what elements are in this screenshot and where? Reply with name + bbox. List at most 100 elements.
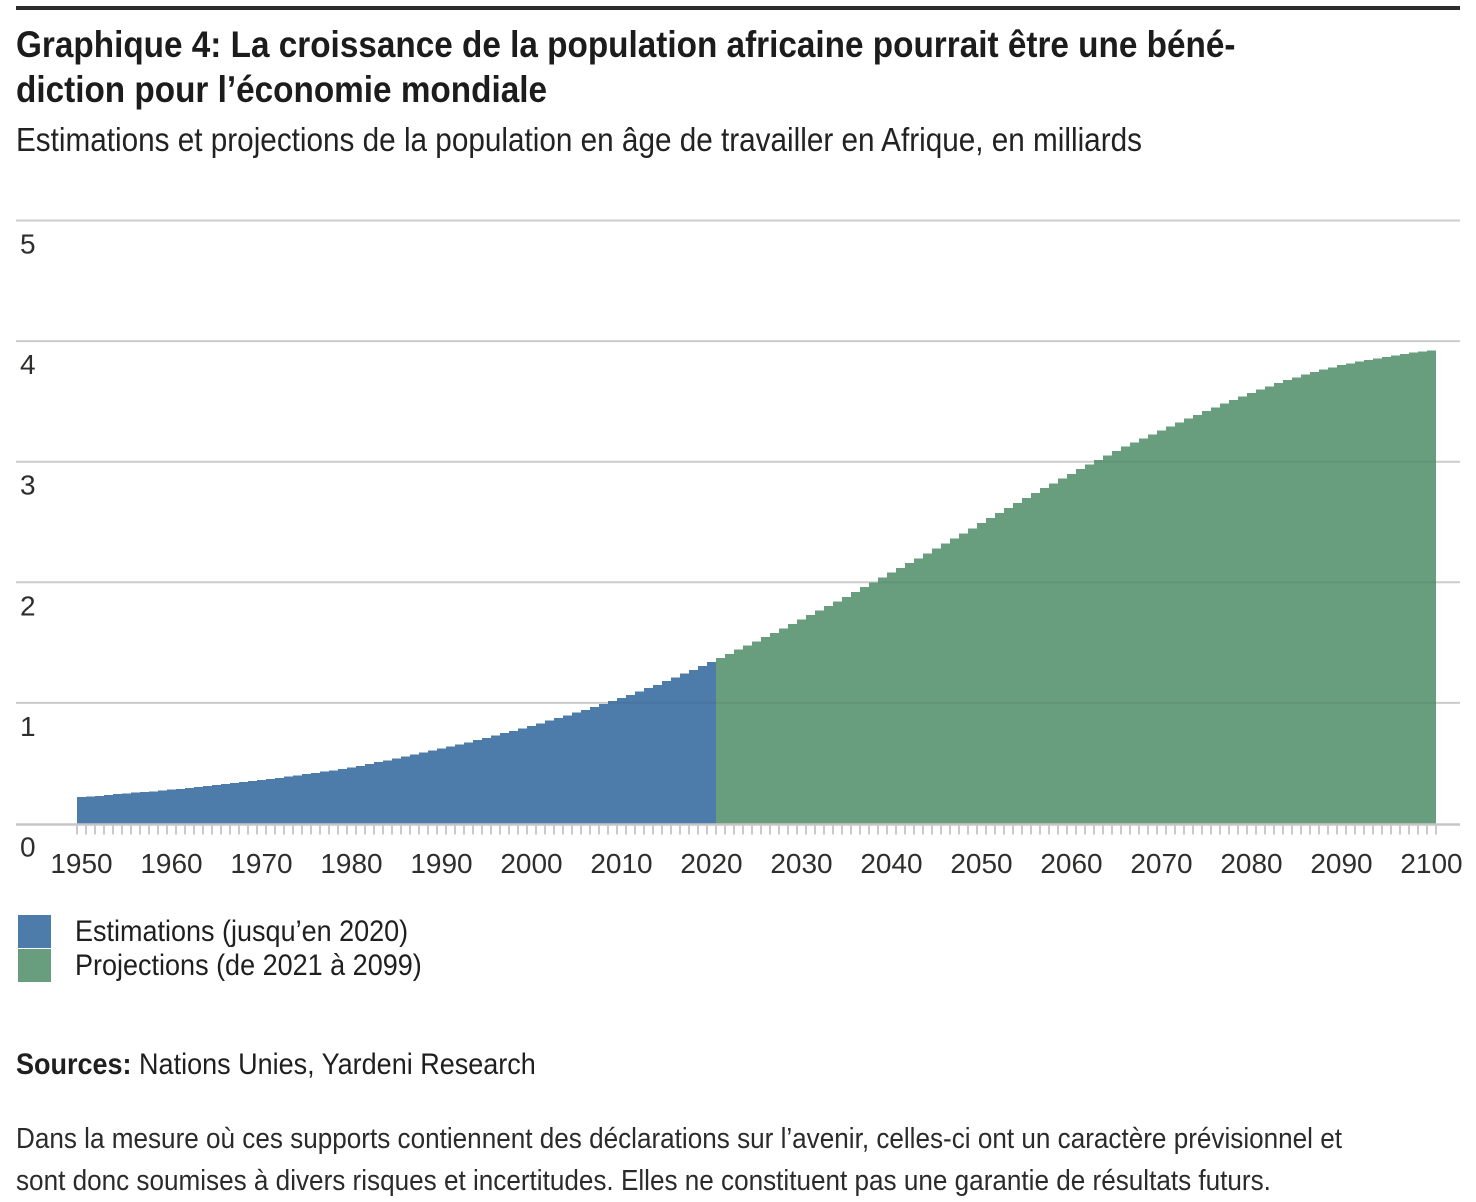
bar-2038: [869, 582, 878, 824]
bar-2067: [1130, 442, 1139, 824]
bar-2047: [950, 538, 959, 824]
bar-1992: [455, 744, 464, 824]
bar-1968: [239, 782, 248, 824]
bar-1997: [500, 733, 509, 824]
sources-line: Sources: Nations Unies, Yardeni Research: [16, 1048, 594, 1082]
bar-1964: [203, 785, 212, 824]
bar-1973: [284, 776, 293, 824]
bar-2059: [1058, 478, 1067, 824]
bar-1991: [446, 746, 455, 824]
bar-1970: [257, 780, 266, 824]
chart-title-line-1: Graphique 4: La croissance de la populat…: [16, 24, 1236, 65]
bar-2085: [1292, 377, 1301, 824]
x-tick-label-1990: 1990: [410, 848, 472, 879]
bar-1951: [86, 796, 95, 824]
bar-1981: [356, 765, 365, 824]
bar-1994: [473, 740, 482, 824]
bar-2072: [1175, 422, 1184, 824]
bar-2029: [788, 624, 797, 824]
bar-1979: [338, 768, 347, 824]
bar-2011: [626, 694, 635, 824]
x-tick-label-2080: 2080: [1220, 848, 1282, 879]
x-tick-label-2070: 2070: [1130, 848, 1192, 879]
bar-2017: [680, 673, 689, 824]
bar-2019: [698, 665, 707, 824]
bar-2035: [842, 596, 851, 824]
bar-2045: [932, 548, 941, 824]
bar-2023: [734, 649, 743, 824]
bar-2098: [1409, 352, 1418, 824]
legend-label-projections: Projections (de 2021 à 2099): [75, 949, 422, 982]
bar-2064: [1103, 455, 1112, 824]
bar-2063: [1094, 459, 1103, 824]
bar-2075: [1202, 411, 1211, 824]
x-tick-label-2040: 2040: [860, 848, 922, 879]
bar-2062: [1085, 464, 1094, 824]
bar-2043: [914, 558, 923, 824]
chart-title-line-2: diction pour l’économie mondiale: [16, 69, 547, 110]
bar-2036: [851, 592, 860, 824]
bar-2056: [1031, 492, 1040, 824]
x-tick-label-2050: 2050: [950, 848, 1012, 879]
bar-2024: [743, 645, 752, 824]
bar-2018: [689, 669, 698, 824]
bar-2001: [536, 723, 545, 824]
x-tick-label-2030: 2030: [770, 848, 832, 879]
y-tick-label-3: 3: [20, 470, 36, 501]
bar-2013: [644, 688, 653, 824]
bar-2055: [1022, 497, 1031, 824]
x-tick-label-1960: 1960: [140, 848, 202, 879]
bar-2080: [1247, 392, 1256, 824]
bar-2078: [1229, 399, 1238, 824]
bar-1986: [401, 756, 410, 824]
bar-2090: [1337, 365, 1346, 824]
bar-2016: [671, 677, 680, 824]
y-tick-label-2: 2: [20, 590, 36, 621]
bar-2040: [887, 572, 896, 824]
bar-1993: [464, 742, 473, 824]
x-tick-label-1970: 1970: [230, 848, 292, 879]
bar-2007: [590, 706, 599, 824]
bar-1955: [122, 793, 131, 824]
bar-1954: [113, 794, 122, 824]
bar-2065: [1112, 450, 1121, 824]
bar-2012: [635, 691, 644, 824]
y-tick-label-5: 5: [20, 229, 36, 260]
bar-1984: [383, 760, 392, 824]
bar-2088: [1319, 369, 1328, 824]
bar-2048: [959, 533, 968, 824]
bar-1958: [149, 791, 158, 824]
bar-2077: [1220, 403, 1229, 824]
bar-2061: [1076, 469, 1085, 824]
bar-2039: [878, 577, 887, 824]
bar-2000: [527, 725, 536, 824]
bar-1969: [248, 781, 257, 824]
bar-1976: [311, 772, 320, 824]
bar-2042: [905, 563, 914, 824]
bar-2068: [1139, 438, 1148, 824]
chart-title: Graphique 4: La croissance de la populat…: [16, 22, 1371, 112]
x-tick-label-2020: 2020: [680, 848, 742, 879]
bar-2003: [554, 717, 563, 824]
bar-2097: [1400, 353, 1409, 824]
sources-label: Sources:: [16, 1048, 132, 1081]
disclaimer-line-1: Dans la mesure où ces supports contienne…: [16, 1123, 1343, 1155]
bar-2037: [860, 587, 869, 824]
bar-1961: [176, 788, 185, 824]
x-tick-label-1950: 1950: [50, 848, 112, 879]
bar-2050: [977, 523, 986, 824]
bar-2087: [1310, 372, 1319, 824]
bar-2034: [833, 601, 842, 824]
bar-1982: [365, 764, 374, 824]
bar-2052: [995, 513, 1004, 824]
disclaimer: Dans la mesure où ces supports contienne…: [16, 1118, 1476, 1202]
bar-2060: [1067, 473, 1076, 824]
bar-2021: [716, 657, 725, 824]
legend-item-projections: Projections (de 2021 à 2099): [18, 949, 422, 982]
bar-1953: [104, 794, 113, 824]
bar-1989: [428, 750, 437, 824]
bar-2044: [923, 553, 932, 824]
bar-2089: [1328, 367, 1337, 824]
bar-2054: [1013, 502, 1022, 824]
